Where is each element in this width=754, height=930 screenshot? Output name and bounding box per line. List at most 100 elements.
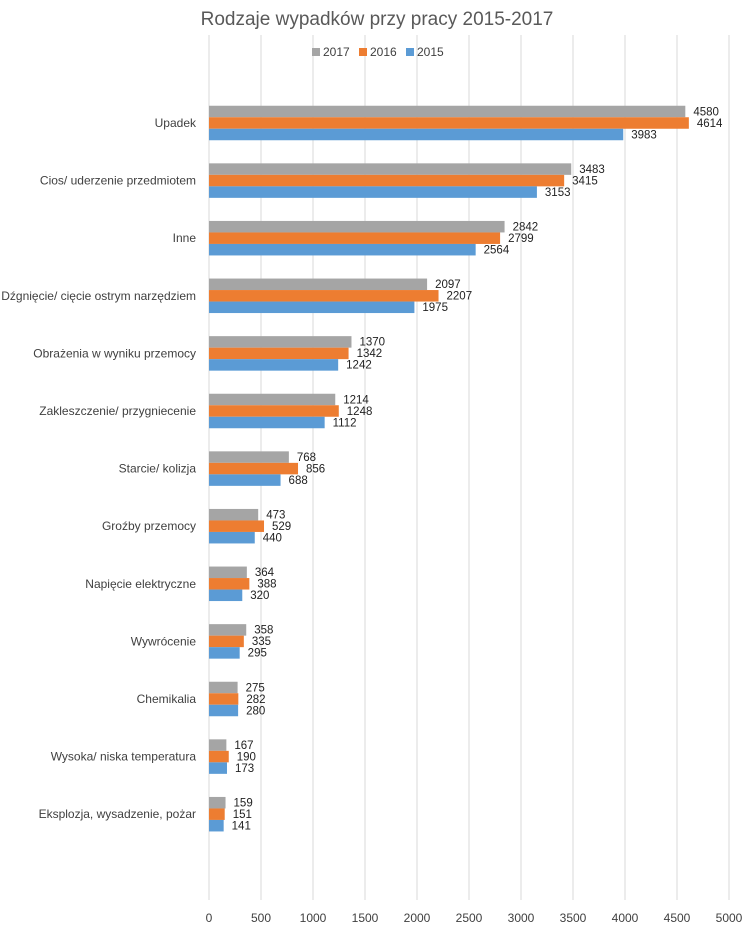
- bar: [209, 405, 339, 417]
- category-label: Dźgnięcie/ cięcie ostrym narzędziem: [1, 289, 196, 303]
- value-label: 275: [246, 682, 265, 694]
- value-label: 2842: [513, 221, 539, 233]
- bar: [209, 750, 229, 763]
- value-label: 2799: [508, 233, 534, 245]
- bar: [209, 796, 226, 809]
- bar: [209, 416, 325, 429]
- bar: [209, 520, 265, 532]
- x-axis-tick-labels: 0 500 1000 1500 2000 2500 3000 3500 4000 4500 5000: [206, 911, 743, 925]
- value-label: 167: [234, 740, 253, 752]
- value-label: 1214: [343, 394, 369, 406]
- bar: [209, 243, 476, 256]
- bar: [209, 278, 428, 291]
- value-label: 856: [306, 463, 325, 475]
- bar: [209, 105, 686, 118]
- bar: [209, 451, 289, 463]
- category-label: Napięcie elektryczne: [85, 577, 196, 591]
- category-label: Starcie/ kolizja: [119, 462, 197, 476]
- bar: [209, 681, 238, 694]
- value-label: 2207: [447, 291, 473, 303]
- bar: [209, 128, 624, 141]
- bar: [209, 578, 250, 590]
- legend-swatch: [359, 48, 367, 56]
- bar: [209, 163, 572, 175]
- value-label: 173: [235, 763, 254, 775]
- bar: [209, 347, 349, 360]
- bar: [209, 232, 501, 244]
- legend-swatch: [406, 48, 414, 56]
- value-label: 358: [254, 625, 273, 637]
- category-label: Obrażenia w wyniku przemocy: [33, 346, 196, 360]
- bar: [209, 704, 239, 717]
- legend-swatch: [312, 48, 320, 56]
- bar: [209, 508, 259, 521]
- bar: [209, 301, 415, 314]
- bar: [209, 624, 247, 636]
- x-tick-label: 2000: [404, 911, 431, 925]
- x-tick-label: 1500: [352, 911, 379, 925]
- chart-title: Rodzaje wypadków przy pracy 2015-2017: [201, 9, 554, 30]
- bar: [209, 693, 239, 705]
- bar: [209, 393, 336, 406]
- legend-label: 2016: [370, 45, 397, 59]
- legend-label: 2015: [417, 45, 444, 59]
- x-tick-label: 3500: [560, 911, 587, 925]
- bar: [209, 290, 439, 302]
- bar: [209, 531, 255, 544]
- bar: [209, 762, 227, 774]
- bar: [209, 462, 299, 475]
- x-tick-label: 5000: [716, 911, 743, 925]
- bar: [209, 739, 227, 751]
- value-label: 473: [266, 509, 285, 521]
- category-label: Cios/ uderzenie przedmiotem: [40, 174, 196, 188]
- bar: [209, 220, 505, 233]
- bar: [209, 117, 689, 129]
- x-tick-label: 2500: [456, 911, 483, 925]
- value-label: 4614: [697, 118, 723, 130]
- category-label: Upadek: [155, 116, 197, 130]
- category-label: Wywrócenie: [131, 634, 197, 648]
- value-label: 1112: [333, 417, 357, 429]
- value-label: 280: [246, 705, 265, 717]
- bar: [209, 336, 352, 348]
- value-label: 3983: [631, 129, 657, 141]
- category-label: Zakleszczenie/ przygniecenie: [39, 404, 196, 418]
- bar: [209, 808, 225, 820]
- bar: [209, 474, 281, 486]
- value-label: 141: [232, 820, 251, 832]
- bars: [209, 105, 689, 832]
- value-label: 282: [246, 694, 265, 706]
- value-label: 151: [233, 809, 252, 821]
- bar: [209, 359, 339, 371]
- category-label: Inne: [173, 231, 197, 245]
- value-label: 1248: [347, 406, 373, 418]
- x-tick-label: 4000: [612, 911, 639, 925]
- category-label: Wysoka/ niska temperatura: [51, 750, 197, 764]
- value-label: 364: [255, 567, 275, 579]
- value-label: 688: [289, 475, 308, 487]
- legend-label: 2017: [323, 45, 350, 59]
- value-label: 320: [250, 590, 269, 602]
- value-label: 3153: [545, 187, 571, 199]
- value-label: 3483: [579, 164, 605, 176]
- x-tick-label: 3000: [508, 911, 535, 925]
- category-labels: Upadek Cios/ uderzenie przedmiotem Inne Dźg…: [1, 116, 197, 821]
- bar: [209, 174, 565, 187]
- bar: [209, 566, 247, 579]
- value-label: 1342: [357, 348, 383, 360]
- value-label: 2097: [435, 279, 461, 291]
- value-label: 2564: [484, 244, 510, 256]
- value-label: 1242: [346, 360, 372, 372]
- x-tick-label: 500: [251, 911, 271, 925]
- value-label: 335: [252, 636, 271, 648]
- bar: [209, 819, 224, 832]
- legend: 2017 2016 2015: [312, 45, 444, 59]
- value-label: 3415: [572, 175, 598, 187]
- category-label: Eksplozja, wysadzenie, pożar: [39, 807, 196, 821]
- bar: [209, 647, 240, 659]
- value-label: 1370: [359, 337, 385, 349]
- category-label: Chemikalia: [137, 692, 197, 706]
